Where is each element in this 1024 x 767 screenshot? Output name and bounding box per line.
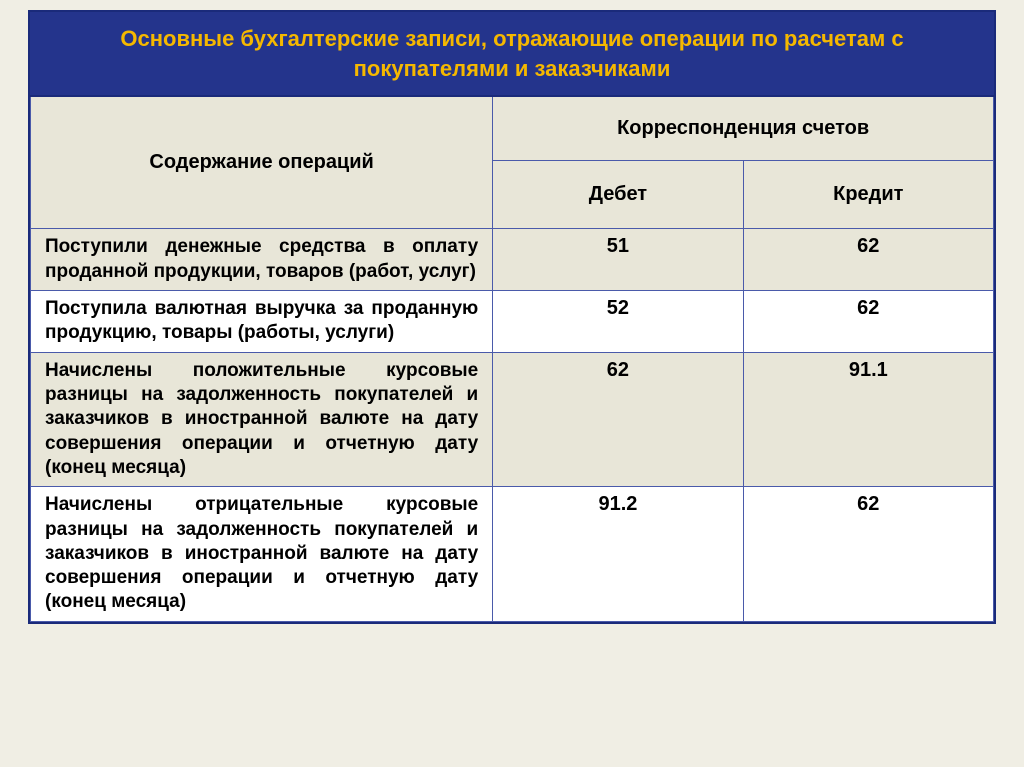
operation-desc: Начислены отрицательные курсовые разницы… [31,487,493,622]
table-row: Поступила валютная выручка за проданную … [31,291,994,353]
credit-value: 62 [743,487,993,622]
col-debit: Дебет [493,161,743,229]
table-title: Основные бухгалтерские записи, отражающи… [30,12,994,97]
operation-desc: Поступила валютная выручка за проданную … [31,291,493,353]
debit-value: 62 [493,352,743,487]
credit-value: 62 [743,229,993,291]
credit-value: 91.1 [743,352,993,487]
table-row: Поступили денежные средства в оплату про… [31,229,994,291]
col-correspondence: Корреспонденция счетов [493,97,994,161]
header-row-1: Содержание операций Корреспонденция счет… [31,97,994,161]
table-row: Начислены положительные курсовые разницы… [31,352,994,487]
table-row: Начислены отрицательные курсовые разницы… [31,487,994,622]
debit-value: 91.2 [493,487,743,622]
entries-table: Содержание операций Корреспонденция счет… [30,97,994,621]
col-credit: Кредит [743,161,993,229]
credit-value: 62 [743,291,993,353]
debit-value: 52 [493,291,743,353]
operation-desc: Поступили денежные средства в оплату про… [31,229,493,291]
accounting-table: Основные бухгалтерские записи, отражающи… [28,10,996,624]
operation-desc: Начислены положительные курсовые разницы… [31,352,493,487]
debit-value: 51 [493,229,743,291]
col-operations: Содержание операций [31,97,493,229]
